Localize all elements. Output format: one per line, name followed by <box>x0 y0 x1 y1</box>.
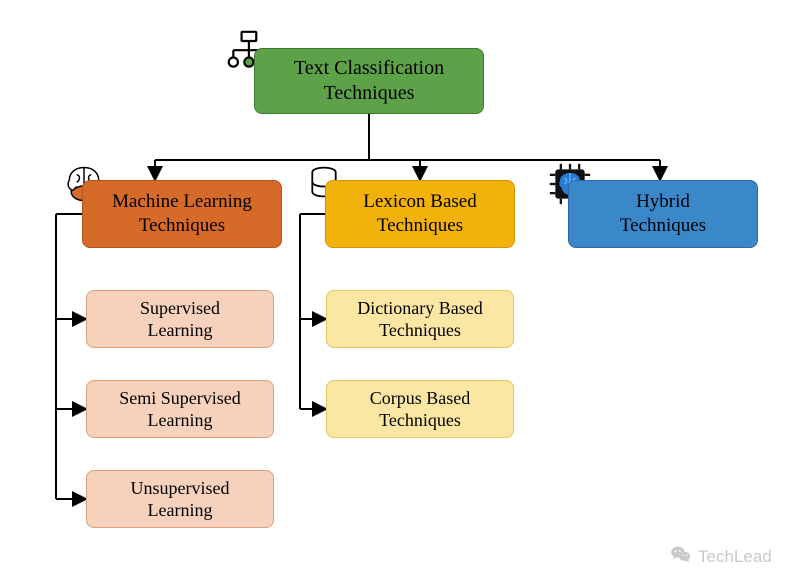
branch-ml: Machine LearningTechniques <box>82 180 282 248</box>
root-node: Text ClassificationTechniques <box>254 48 484 114</box>
watermark-text: TechLead <box>698 547 772 567</box>
child-lex-0: Dictionary BasedTechniques <box>326 290 514 348</box>
wechat-icon <box>670 543 692 570</box>
child-ml-1: Semi SupervisedLearning <box>86 380 274 438</box>
child-ml-0: SupervisedLearning <box>86 290 274 348</box>
watermark: TechLead <box>670 543 772 570</box>
root-label: Text ClassificationTechniques <box>294 56 444 106</box>
branch-hyb: HybridTechniques <box>568 180 758 248</box>
child-lex-1: Corpus BasedTechniques <box>326 380 514 438</box>
branch-lex: Lexicon BasedTechniques <box>325 180 515 248</box>
child-ml-2: UnsupervisedLearning <box>86 470 274 528</box>
